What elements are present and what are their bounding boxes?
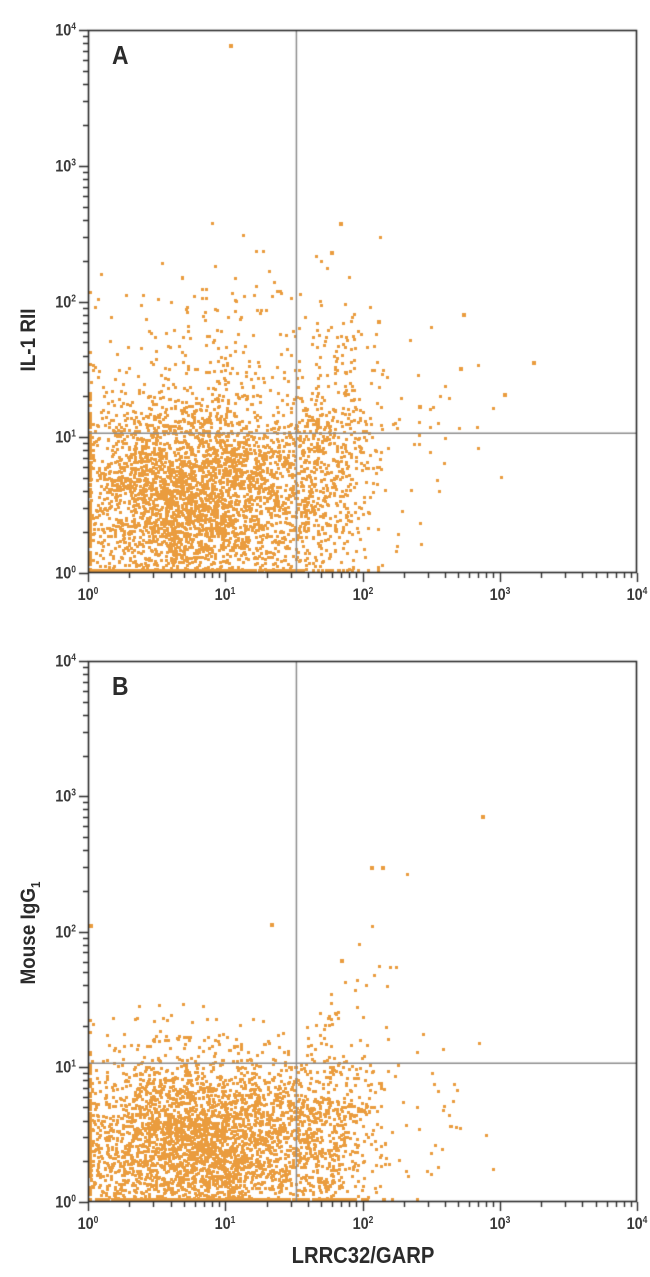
tick-label-base: 10 <box>55 1057 72 1077</box>
panel-b-x-tick-label: 104 <box>627 1215 648 1232</box>
tick-label-base: 10 <box>626 585 643 604</box>
tick-label-base: 10 <box>77 1214 94 1233</box>
tick-label-base: 10 <box>352 585 369 604</box>
panel-b-x-tick-label: 100 <box>78 1215 99 1232</box>
panel-b-y-axis-title: Mouse IgG1 <box>17 881 43 984</box>
tick-label-exponent: 3 <box>71 157 76 169</box>
panel-a-y-tick-label: 100 <box>55 565 76 582</box>
tick-label-base: 10 <box>55 786 72 806</box>
panel-a-y-tick-label: 102 <box>55 293 76 310</box>
tick-label-exponent: 1 <box>71 428 76 440</box>
tick-label-exponent: 0 <box>71 1193 76 1205</box>
panel-a-label: A <box>112 40 129 70</box>
tick-label-exponent: 1 <box>71 1058 76 1070</box>
tick-label-base: 10 <box>489 585 506 604</box>
tick-label-exponent: 2 <box>368 586 373 597</box>
tick-label-exponent: 3 <box>505 586 511 597</box>
panel-b-x-tick-label: 101 <box>215 1215 236 1232</box>
panel-a-y-tick-label: 103 <box>55 157 76 174</box>
tick-label-exponent: 0 <box>71 564 76 576</box>
tick-label-exponent: 3 <box>71 787 76 799</box>
panel-b-x-tick-label: 103 <box>489 1215 510 1232</box>
panel-b-y-tick-label: 102 <box>55 923 76 940</box>
tick-label-base: 10 <box>214 585 231 604</box>
tick-label-exponent: 4 <box>71 21 76 33</box>
panel-a-y-tick-label: 101 <box>55 429 76 446</box>
tick-label-exponent: 0 <box>93 586 99 597</box>
tick-label-base: 10 <box>352 1214 369 1233</box>
tick-label-base: 10 <box>55 1192 72 1212</box>
panel-b-y-tick-label: 101 <box>55 1058 76 1075</box>
panel-b-y-tick-label: 103 <box>55 788 76 805</box>
tick-label-base: 10 <box>77 585 94 604</box>
tick-label-exponent: 4 <box>71 652 76 664</box>
panel-b-y-axis-title-sub: 1 <box>28 881 44 888</box>
tick-label-exponent: 2 <box>71 923 76 934</box>
panel-a-x-tick-label: 103 <box>489 586 510 603</box>
tick-label-exponent: 1 <box>230 1215 236 1226</box>
panel-b-y-tick-label: 104 <box>55 653 76 670</box>
panel-a-y-axis-title: IL-1 RII <box>17 308 43 371</box>
tick-label-exponent: 1 <box>230 586 236 597</box>
tick-label-base: 10 <box>214 1214 231 1233</box>
tick-label-base: 10 <box>55 20 72 40</box>
panel-b-y-tick-label: 100 <box>55 1194 76 1211</box>
panel-a-y-axis-title-text: IL-1 RII <box>16 308 40 372</box>
tick-label-base: 10 <box>55 156 72 176</box>
tick-label-exponent: 2 <box>71 293 76 304</box>
panel-a-x-tick-label: 100 <box>78 586 99 603</box>
tick-label-base: 10 <box>55 651 72 671</box>
x-axis-title: LRRC32/GARP <box>291 1242 435 1268</box>
tick-label-exponent: 0 <box>93 1215 99 1226</box>
tick-label-exponent: 2 <box>368 1215 373 1226</box>
tick-label-exponent: 3 <box>505 1215 511 1226</box>
tick-label-base: 10 <box>55 427 72 447</box>
panel-b-x-tick-label: 102 <box>352 1215 373 1232</box>
panel-a-x-tick-label: 101 <box>215 586 236 603</box>
tick-label-base: 10 <box>55 922 72 941</box>
tick-label-exponent: 4 <box>642 586 648 597</box>
panel-b-label: B <box>112 671 129 701</box>
panel-a-x-tick-label: 104 <box>627 586 648 603</box>
tick-label-base: 10 <box>489 1214 506 1233</box>
tick-label-base: 10 <box>626 1214 643 1233</box>
tick-label-base: 10 <box>55 563 72 583</box>
tick-label-base: 10 <box>55 292 72 311</box>
tick-label-exponent: 4 <box>642 1215 648 1226</box>
panel-b-y-axis-title-text: Mouse IgG <box>16 887 40 985</box>
panel-a-x-tick-label: 102 <box>352 586 373 603</box>
panel-a-y-tick-label: 104 <box>55 22 76 39</box>
